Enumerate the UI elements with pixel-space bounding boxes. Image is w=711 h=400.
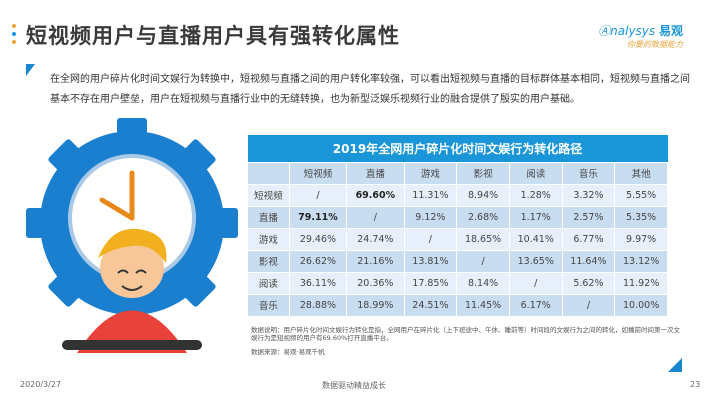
table-cell: 13.81% [403,249,458,273]
table-row: 影视 26.62% 21.16% 13.81%/13.65% 11.64% 13.12% [247,249,668,273]
logo: Ⓐnalysys 易观 你要的数据能力 [598,22,683,50]
table-cell: / [288,183,348,207]
table-cell: 18.65% [456,227,510,251]
table-row: 短视频/69.60% 11.31% 8.94% 1.28% 3.32% 5.55% [247,183,668,207]
table-row: 阅读 36.11% 20.36% 17.85% 8.14%/5.62% 11.92% [247,271,668,295]
page-title: 短视频用户与直播用户具有强转化属性 [26,24,400,48]
column-header: 音乐 [561,161,616,185]
table-cell: / [403,227,458,251]
table-cell: / [561,293,616,317]
table-cell: 5.55% [614,183,668,207]
table-cell: 5.62% [561,271,616,295]
table-cell: 10.41% [508,227,563,251]
boy-icon [62,228,202,353]
table-cell: 11.64% [561,249,616,273]
table-cell: 8.14% [456,271,510,295]
page-number: 23 [690,380,701,389]
table-cell: 21.16% [346,249,405,273]
table-cell: / [508,271,563,295]
title-dots-icon [12,24,17,48]
table-cell: 11.31% [403,183,458,207]
table-cell: 10.00% [614,293,668,317]
table-cell: 13.12% [614,249,668,273]
column-header: 其他 [614,161,668,185]
table-cell: 6.77% [561,227,616,251]
table-cell: 11.45% [456,293,510,317]
table-header-row: 短视频 直播 游戏 影视 阅读 音乐 其他 [247,161,668,185]
column-header: 阅读 [508,161,563,185]
table-cell: 1.17% [508,205,563,229]
conversion-table: 2019年全网用户碎片化时间文娱行为转化路径 短视频 直播 游戏 影视 阅读 音乐 其他 短… [247,135,668,317]
footer-date: 2020/3/27 [20,380,62,389]
table-cell: / [456,249,510,273]
table-cell: 9.12% [403,205,458,229]
table-cell: 6.17% [508,293,563,317]
table-cell: / [346,205,405,229]
table-cell: 24.51% [403,293,458,317]
table-cell: 9.97% [614,227,668,251]
intro-text: 在全网的用户碎片化时间文娱行为转换中，短视频与直播之间的用户转化率较强，可以看出… [50,74,690,105]
column-header: 短视频 [288,161,348,185]
table-cell: 69.60% [346,183,405,207]
table-cell: 24.74% [346,227,405,251]
table-cell: 18.99% [346,293,405,317]
table-cell: 29.46% [288,227,348,251]
gear-clock-boy-illustration [26,118,238,353]
table-cell: 2.68% [456,205,510,229]
table-cell: 11.92% [614,271,668,295]
table-cell: 20.36% [346,271,405,295]
table-cell: 8.94% [456,183,510,207]
table-row: 直播 79.11%/9.12% 2.68% 1.17% 2.57% 5.35% [247,205,668,229]
row-header: 直播 [247,205,290,229]
row-header: 阅读 [247,271,290,295]
bullet-triangle-icon [26,64,35,76]
table-cell: 1.28% [508,183,563,207]
row-header: 影视 [247,249,290,273]
data-source: 数据来源：易观·易观千帆 [251,348,325,356]
column-header: 游戏 [403,161,458,185]
table-row: 游戏 29.46% 24.74%/18.65% 10.41% 6.77% 9.97% [247,227,668,251]
data-note: 数据说明：用户碎片化时间文娱行为转化是指，全网用户在碎片化（上下班途中、午休、睡… [251,326,680,342]
table-cell: 2.57% [561,205,616,229]
table-caption: 2019年全网用户碎片化时间文娱行为转化路径 [247,135,668,162]
logo-slogan: 你要的数据能力 [627,40,683,49]
table-cell: 13.65% [508,249,563,273]
table-row: 音乐 28.88% 18.99% 24.51% 11.45% 6.17%/10.00% [247,293,668,317]
row-header: 短视频 [247,183,290,207]
row-header: 游戏 [247,227,290,251]
table-cell: 79.11% [288,205,348,229]
column-header [247,161,290,185]
logo-brand: nalysys [610,24,656,38]
column-header: 影视 [456,161,510,185]
column-header: 直播 [346,161,405,185]
table-cell: 3.32% [561,183,616,207]
table-cell: 36.11% [288,271,348,295]
logo-brand-icon: Ⓐ [598,24,611,38]
row-header: 音乐 [247,293,290,317]
table-cell: 28.88% [288,293,348,317]
corner-triangle-icon [668,358,682,372]
footer-slogan: 数据驱动精益成长 [322,381,386,390]
logo-brand-cn: 易观 [658,24,683,38]
table-cell: 26.62% [288,249,348,273]
table-cell: 5.35% [614,205,668,229]
table-cell: 17.85% [403,271,458,295]
